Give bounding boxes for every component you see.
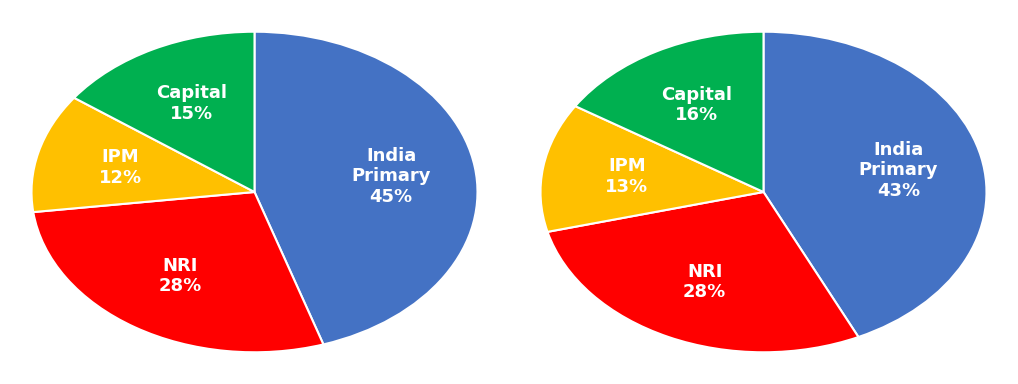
Text: India
Primary
43%: India Primary 43% <box>858 141 939 200</box>
Text: IPM
13%: IPM 13% <box>606 157 648 196</box>
Title: FY18: FY18 <box>729 0 798 4</box>
Text: NRI
28%: NRI 28% <box>159 257 202 295</box>
Wedge shape <box>575 32 764 192</box>
Wedge shape <box>32 98 254 212</box>
Text: Capital
16%: Capital 16% <box>662 86 732 124</box>
Text: Capital
15%: Capital 15% <box>156 84 227 123</box>
Text: IPM
12%: IPM 12% <box>99 148 143 187</box>
Wedge shape <box>764 32 986 337</box>
Wedge shape <box>74 32 254 192</box>
Title: FY17: FY17 <box>220 0 289 4</box>
Text: NRI
28%: NRI 28% <box>683 263 726 301</box>
Wedge shape <box>34 192 324 352</box>
Wedge shape <box>548 192 858 352</box>
Text: India
Primary
45%: India Primary 45% <box>351 147 431 206</box>
Wedge shape <box>541 106 764 232</box>
Wedge shape <box>254 32 477 344</box>
